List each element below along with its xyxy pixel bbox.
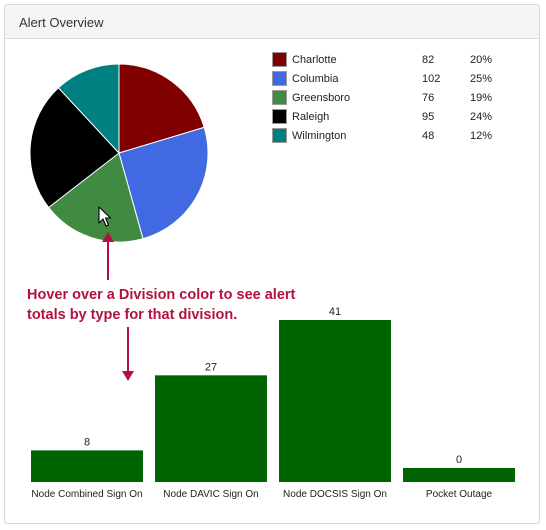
legend-label: Charlotte — [292, 53, 337, 66]
bar-value-label: 8 — [84, 436, 90, 448]
legend-count: 48 — [422, 129, 435, 142]
legend-count: 82 — [422, 53, 435, 66]
legend-percent: 19% — [470, 91, 493, 104]
legend-row-wilmington[interactable]: Wilmington 48 12% — [272, 126, 510, 145]
pie-slice-charlotte[interactable] — [118, 63, 205, 154]
arrow-down-icon — [122, 327, 134, 381]
division-pie-chart[interactable] — [24, 58, 214, 248]
legend-swatch-cell — [272, 126, 292, 145]
legend-swatch[interactable] — [272, 90, 287, 105]
legend-count: 95 — [422, 110, 435, 123]
legend-swatch-cell — [272, 50, 292, 69]
hover-instruction-note: Hover over a Division color to see alert… — [27, 287, 296, 323]
pie-legend: Charlotte 82 20% Columbia 102 25% Greensboro 76… — [272, 50, 510, 145]
bar-category-label: Node Combined Sign On — [31, 489, 142, 500]
legend-percent: 20% — [470, 53, 493, 66]
panel-title: Alert Overview — [19, 15, 104, 30]
bar-node-combined-sign-on — [31, 450, 143, 482]
bar-category-label: Node DAVIC Sign On — [163, 489, 258, 500]
bar-category-label: Pocket Outage — [426, 489, 493, 500]
bar-pocket-outage — [403, 468, 515, 482]
mouse-pointer-icon — [98, 206, 112, 227]
pie-slice-greensboro[interactable] — [47, 152, 144, 243]
legend-label: Wilmington — [292, 129, 347, 142]
bar-node-docsis-sign-on — [279, 320, 391, 482]
bar-value-label: 27 — [205, 361, 217, 373]
panel-header: Alert Overview — [5, 5, 539, 39]
legend-row-greensboro[interactable]: Greensboro 76 19% — [272, 88, 510, 107]
legend-row-raleigh[interactable]: Raleigh 95 24% — [272, 107, 510, 126]
legend-label: Columbia — [292, 72, 339, 85]
legend-label: Greensboro — [292, 91, 351, 104]
bar-value-label: 0 — [456, 454, 462, 466]
legend-swatch[interactable] — [272, 109, 287, 124]
legend-swatch[interactable] — [272, 71, 287, 86]
pie-slice-wilmington[interactable] — [57, 63, 120, 155]
legend-count: 76 — [422, 91, 435, 104]
bar-category-label: Node DOCSIS Sign On — [283, 489, 387, 500]
legend-percent: 24% — [470, 110, 493, 123]
legend-swatch-cell — [272, 69, 292, 88]
pie-slice-columbia[interactable] — [118, 126, 209, 240]
legend-percent: 12% — [470, 129, 493, 142]
legend-row-columbia[interactable]: Columbia 102 25% — [272, 69, 510, 88]
legend-percent: 25% — [470, 72, 493, 85]
legend-count: 102 — [422, 72, 441, 85]
legend-swatch-cell — [272, 88, 292, 107]
arrow-up-icon — [102, 232, 114, 280]
pie-slice-raleigh[interactable] — [29, 87, 120, 209]
bar-value-label: 41 — [329, 306, 341, 318]
legend-row-charlotte[interactable]: Charlotte 82 20% — [272, 50, 510, 69]
legend-swatch[interactable] — [272, 52, 287, 67]
bar-node-davic-sign-on — [155, 375, 267, 482]
legend-swatch-cell — [272, 107, 292, 126]
legend-swatch[interactable] — [272, 128, 287, 143]
legend-label: Raleigh — [292, 110, 330, 123]
